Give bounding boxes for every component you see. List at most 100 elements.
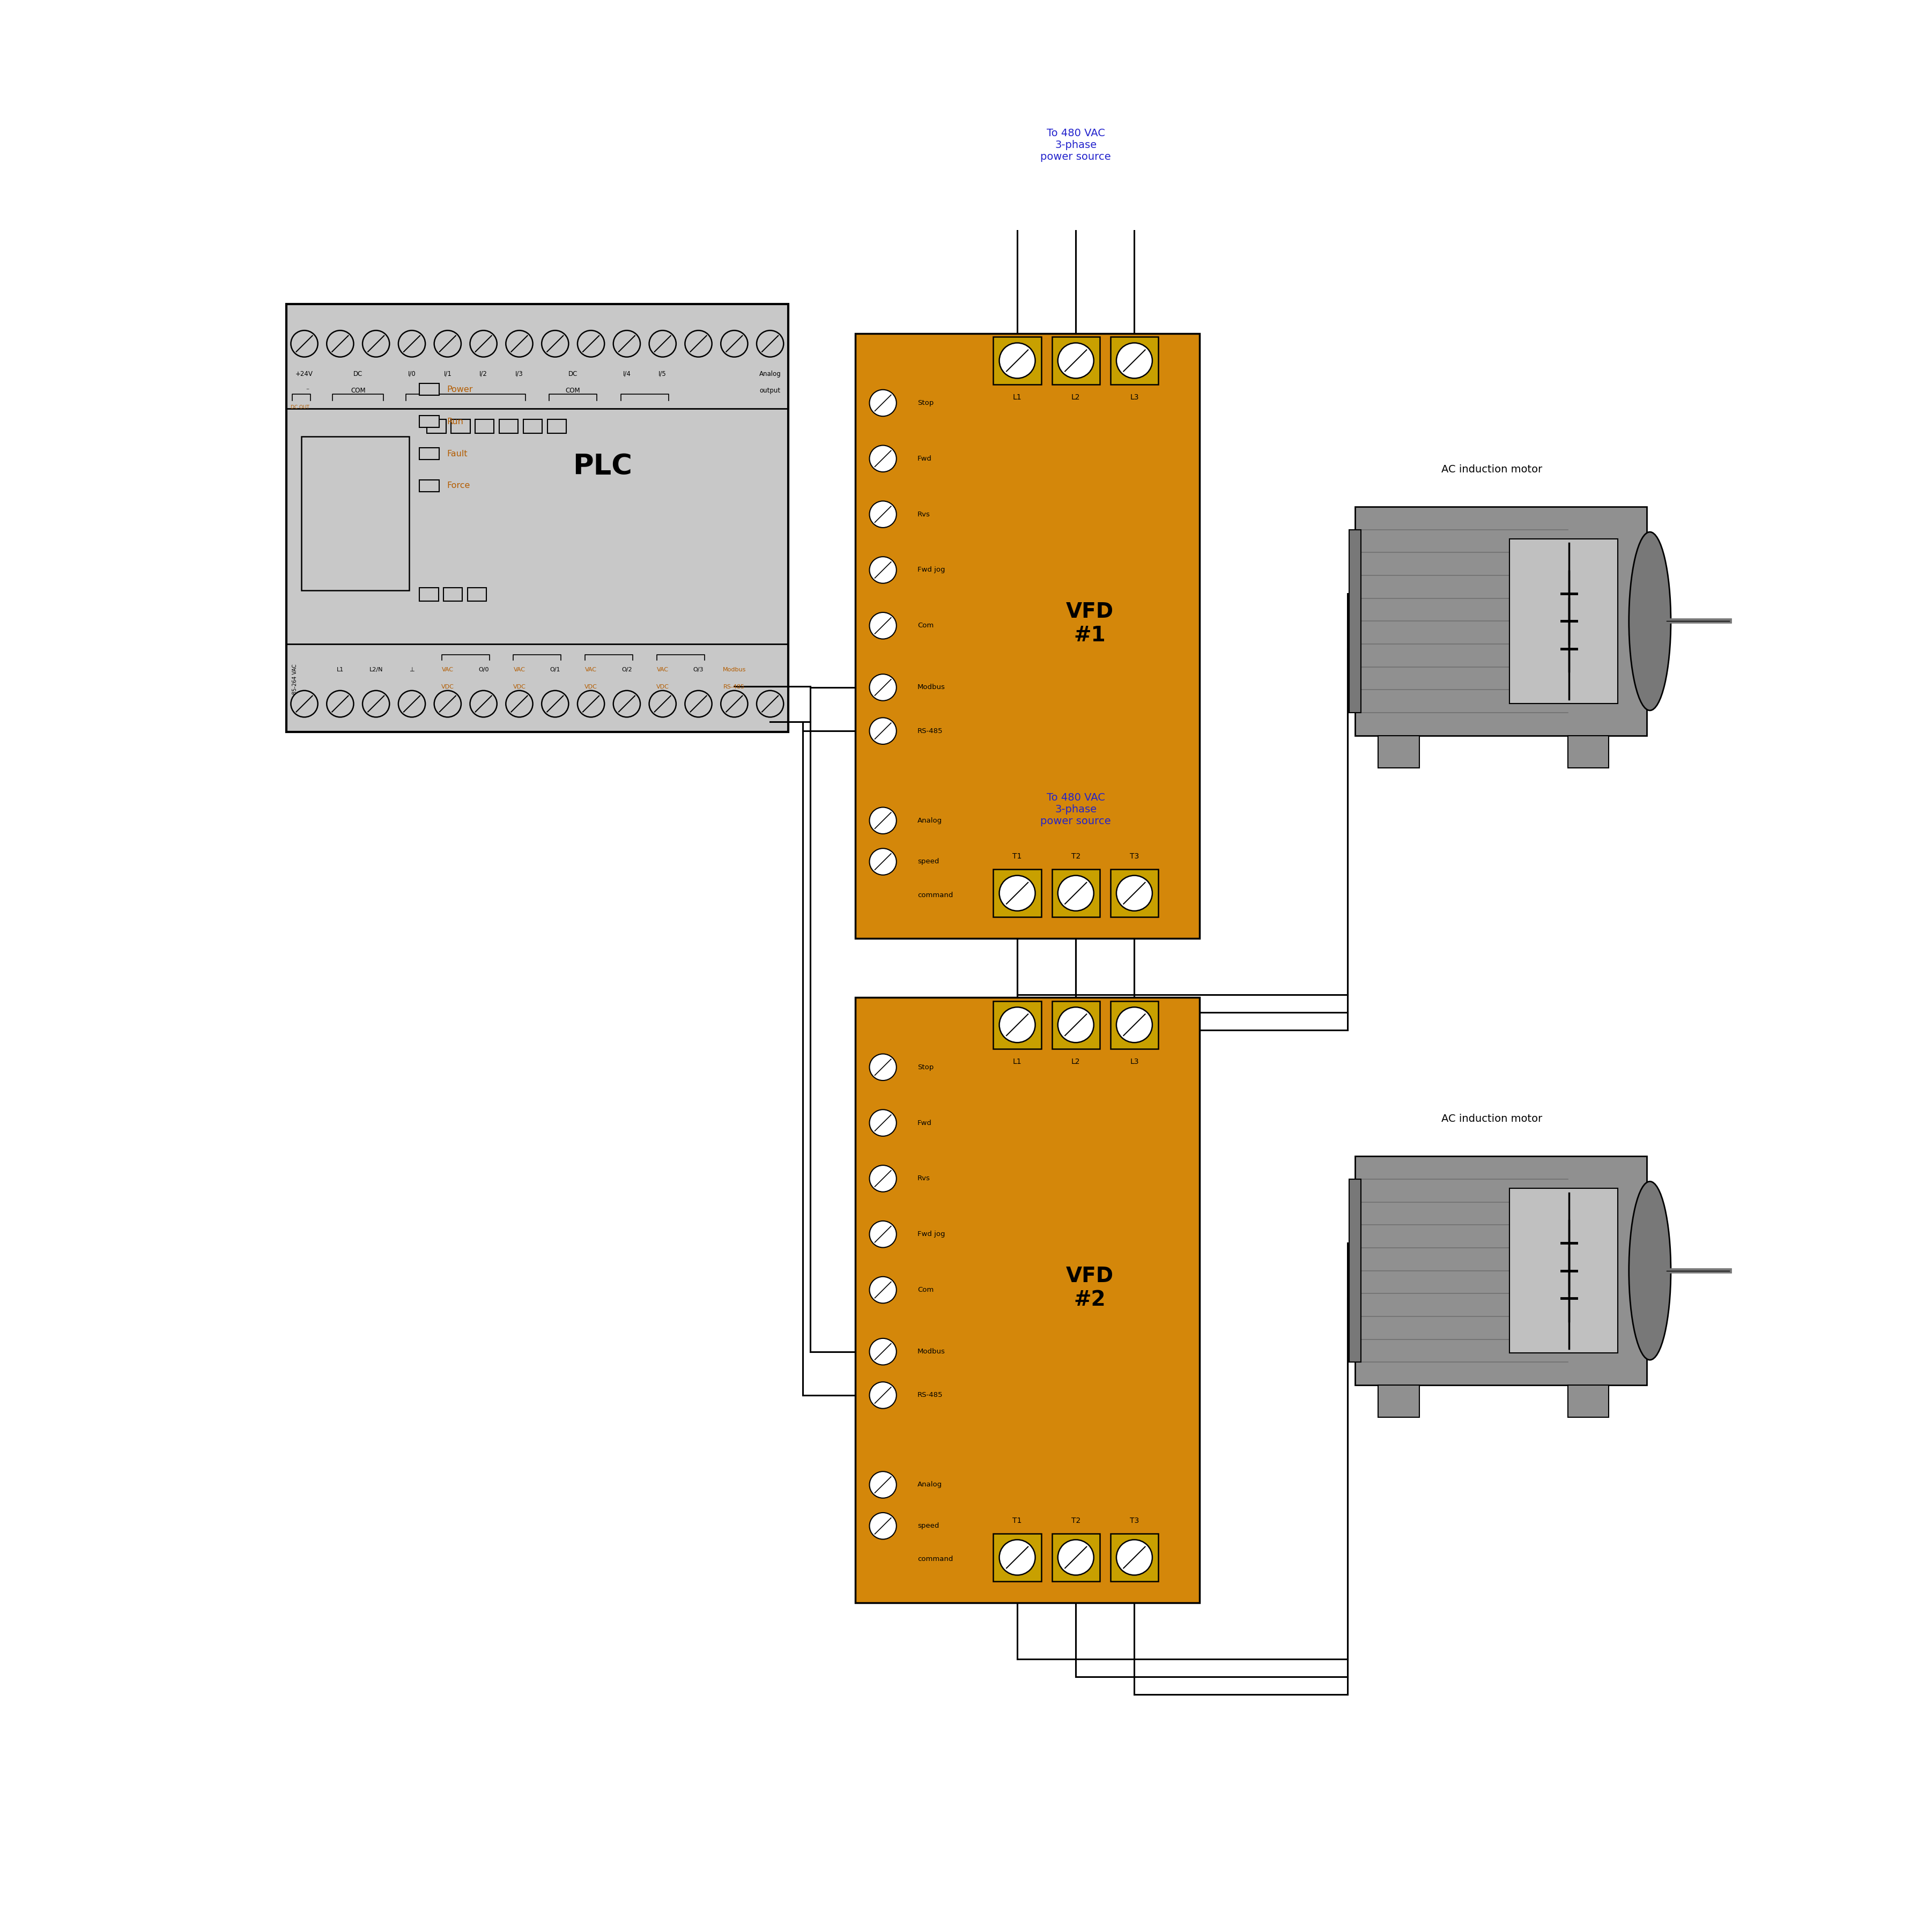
- Bar: [524, 420, 543, 433]
- Circle shape: [469, 330, 497, 357]
- Circle shape: [612, 690, 639, 717]
- Circle shape: [869, 1166, 896, 1192]
- Bar: [301, 437, 410, 590]
- Bar: [419, 589, 439, 602]
- Text: VDC: VDC: [440, 684, 454, 690]
- Circle shape: [869, 1221, 896, 1248]
- Bar: [1349, 529, 1360, 713]
- Circle shape: [578, 690, 605, 717]
- Circle shape: [869, 1110, 896, 1137]
- Circle shape: [541, 330, 568, 357]
- Bar: [1051, 337, 1099, 385]
- Text: command: command: [918, 891, 952, 899]
- Bar: [1051, 870, 1099, 916]
- Text: O/3: O/3: [694, 667, 703, 673]
- Text: L3: L3: [1130, 1058, 1138, 1066]
- Bar: [993, 1001, 1041, 1049]
- Bar: [1051, 1534, 1099, 1582]
- Text: VAC: VAC: [442, 667, 454, 673]
- Text: L2: L2: [1072, 1058, 1080, 1066]
- Circle shape: [398, 690, 425, 717]
- Bar: [286, 305, 788, 732]
- Bar: [1051, 1001, 1099, 1049]
- Circle shape: [999, 876, 1036, 911]
- Text: VAC: VAC: [585, 667, 597, 673]
- Text: I/5: I/5: [659, 370, 667, 378]
- Circle shape: [1117, 1539, 1151, 1576]
- Circle shape: [327, 330, 354, 357]
- Text: DC: DC: [568, 370, 578, 378]
- Bar: [993, 1534, 1041, 1582]
- Text: Fwd jog: Fwd jog: [918, 1231, 945, 1238]
- Text: speed: speed: [918, 1522, 939, 1530]
- Ellipse shape: [1629, 533, 1671, 711]
- Bar: [1378, 1386, 1420, 1417]
- Text: Stop: Stop: [918, 1064, 933, 1072]
- Text: To 480 VAC
3-phase
power source: To 480 VAC 3-phase power source: [1041, 128, 1111, 163]
- Bar: [1354, 506, 1646, 736]
- Circle shape: [999, 1539, 1036, 1576]
- Circle shape: [1059, 1006, 1094, 1043]
- Text: Analog: Analog: [918, 817, 943, 824]
- Bar: [498, 420, 518, 433]
- Circle shape: [1117, 343, 1151, 378]
- Circle shape: [292, 690, 317, 717]
- Text: Com: Com: [918, 623, 933, 629]
- Text: output: output: [759, 387, 781, 395]
- Circle shape: [869, 389, 896, 416]
- Text: ⊥: ⊥: [410, 667, 415, 673]
- Text: DC: DC: [354, 370, 363, 378]
- Text: Modbus: Modbus: [723, 667, 746, 673]
- Text: Com: Com: [918, 1286, 933, 1294]
- Text: Analog: Analog: [918, 1482, 943, 1488]
- Text: Modbus: Modbus: [918, 684, 945, 690]
- Circle shape: [999, 343, 1036, 378]
- Text: O/1: O/1: [551, 667, 560, 673]
- Bar: [1378, 736, 1420, 767]
- Bar: [444, 589, 462, 602]
- Bar: [1111, 870, 1159, 916]
- Circle shape: [869, 849, 896, 874]
- Circle shape: [1117, 1006, 1151, 1043]
- Circle shape: [721, 330, 748, 357]
- Text: COM: COM: [352, 387, 365, 395]
- Circle shape: [869, 675, 896, 702]
- Bar: [1111, 337, 1159, 385]
- Circle shape: [506, 330, 533, 357]
- Text: 85-264 VAC: 85-264 VAC: [292, 663, 298, 694]
- Text: VDC: VDC: [512, 684, 526, 690]
- Bar: [856, 997, 1200, 1603]
- Circle shape: [612, 330, 639, 357]
- Text: T2: T2: [1070, 1516, 1080, 1524]
- Text: O/0: O/0: [479, 667, 489, 673]
- Text: Force: Force: [446, 481, 469, 491]
- Text: Stop: Stop: [918, 399, 933, 406]
- Text: speed: speed: [918, 859, 939, 865]
- Text: L1: L1: [336, 667, 344, 673]
- Text: L2/N: L2/N: [369, 667, 383, 673]
- Bar: [1111, 1001, 1159, 1049]
- Ellipse shape: [1629, 1181, 1671, 1359]
- Circle shape: [869, 1338, 896, 1365]
- Text: AC induction motor: AC induction motor: [1441, 1114, 1542, 1123]
- Circle shape: [869, 1277, 896, 1304]
- Bar: [419, 383, 439, 395]
- Circle shape: [869, 556, 896, 583]
- Text: DC OUT: DC OUT: [290, 404, 309, 410]
- Circle shape: [757, 690, 784, 717]
- Circle shape: [869, 1472, 896, 1497]
- Text: L2: L2: [1072, 393, 1080, 401]
- Text: VFD
#1: VFD #1: [1066, 602, 1113, 646]
- Bar: [419, 449, 439, 460]
- Circle shape: [398, 330, 425, 357]
- Circle shape: [869, 1054, 896, 1081]
- Text: Fault: Fault: [446, 450, 468, 458]
- Bar: [1569, 1386, 1609, 1417]
- Text: O/2: O/2: [622, 667, 632, 673]
- Bar: [475, 420, 495, 433]
- Text: L3: L3: [1130, 393, 1138, 401]
- Text: RS-485: RS-485: [918, 1392, 943, 1399]
- Circle shape: [686, 330, 711, 357]
- Circle shape: [649, 690, 676, 717]
- Circle shape: [1059, 1539, 1094, 1576]
